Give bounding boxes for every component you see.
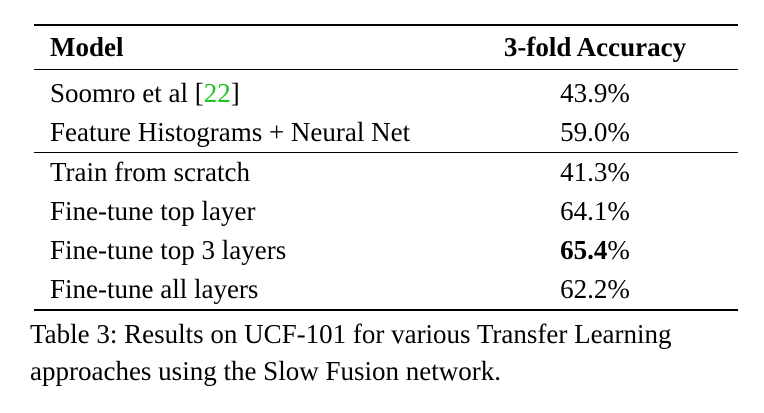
model-cell: Soomro et al [22] <box>34 70 452 114</box>
table-row: Soomro et al [22] 43.9% <box>34 70 738 114</box>
accuracy-cell: 59.0% <box>560 117 630 147</box>
citation-link[interactable]: 22 <box>203 78 231 108</box>
table-row: Train from scratch 41.3% <box>34 152 738 192</box>
header-accuracy: 3-fold Accuracy <box>452 24 738 70</box>
table-header-row: Model 3-fold Accuracy <box>34 24 738 70</box>
accuracy-cell: 64.1% <box>560 196 630 226</box>
model-text: ] <box>230 78 240 108</box>
accuracy-cell: 41.3% <box>452 152 738 192</box>
accuracy-cell: 43.9% <box>560 78 630 108</box>
header-model: Model <box>34 24 452 70</box>
results-table-container: Model 3-fold Accuracy Soomro et al [22] … <box>34 24 738 311</box>
model-text: Soomro et al [ <box>50 78 204 108</box>
model-cell: Train from scratch <box>34 152 452 192</box>
accuracy-unit: % <box>607 235 630 265</box>
best-accuracy-value: 65.4 <box>560 235 608 265</box>
accuracy-cell: 65.4% <box>452 231 738 270</box>
model-cell: Fine-tune all layers <box>34 270 452 311</box>
model-cell: Fine-tune top 3 layers <box>50 235 287 265</box>
model-cell: Feature Histograms + Neural Net <box>50 117 411 147</box>
table-row: Fine-tune top 3 layers 65.4% <box>34 231 738 270</box>
model-cell: Fine-tune top layer <box>50 196 256 226</box>
accuracy-cell: 62.2% <box>452 270 738 311</box>
table-row: Feature Histograms + Neural Net 59.0% <box>34 113 738 153</box>
table-caption: Table 3: Results on UCF-101 for various … <box>30 319 672 386</box>
table-row: Fine-tune top layer 64.1% <box>34 192 738 231</box>
results-table: Model 3-fold Accuracy Soomro et al [22] … <box>34 24 738 311</box>
table-row: Fine-tune all layers 62.2% <box>34 270 738 311</box>
